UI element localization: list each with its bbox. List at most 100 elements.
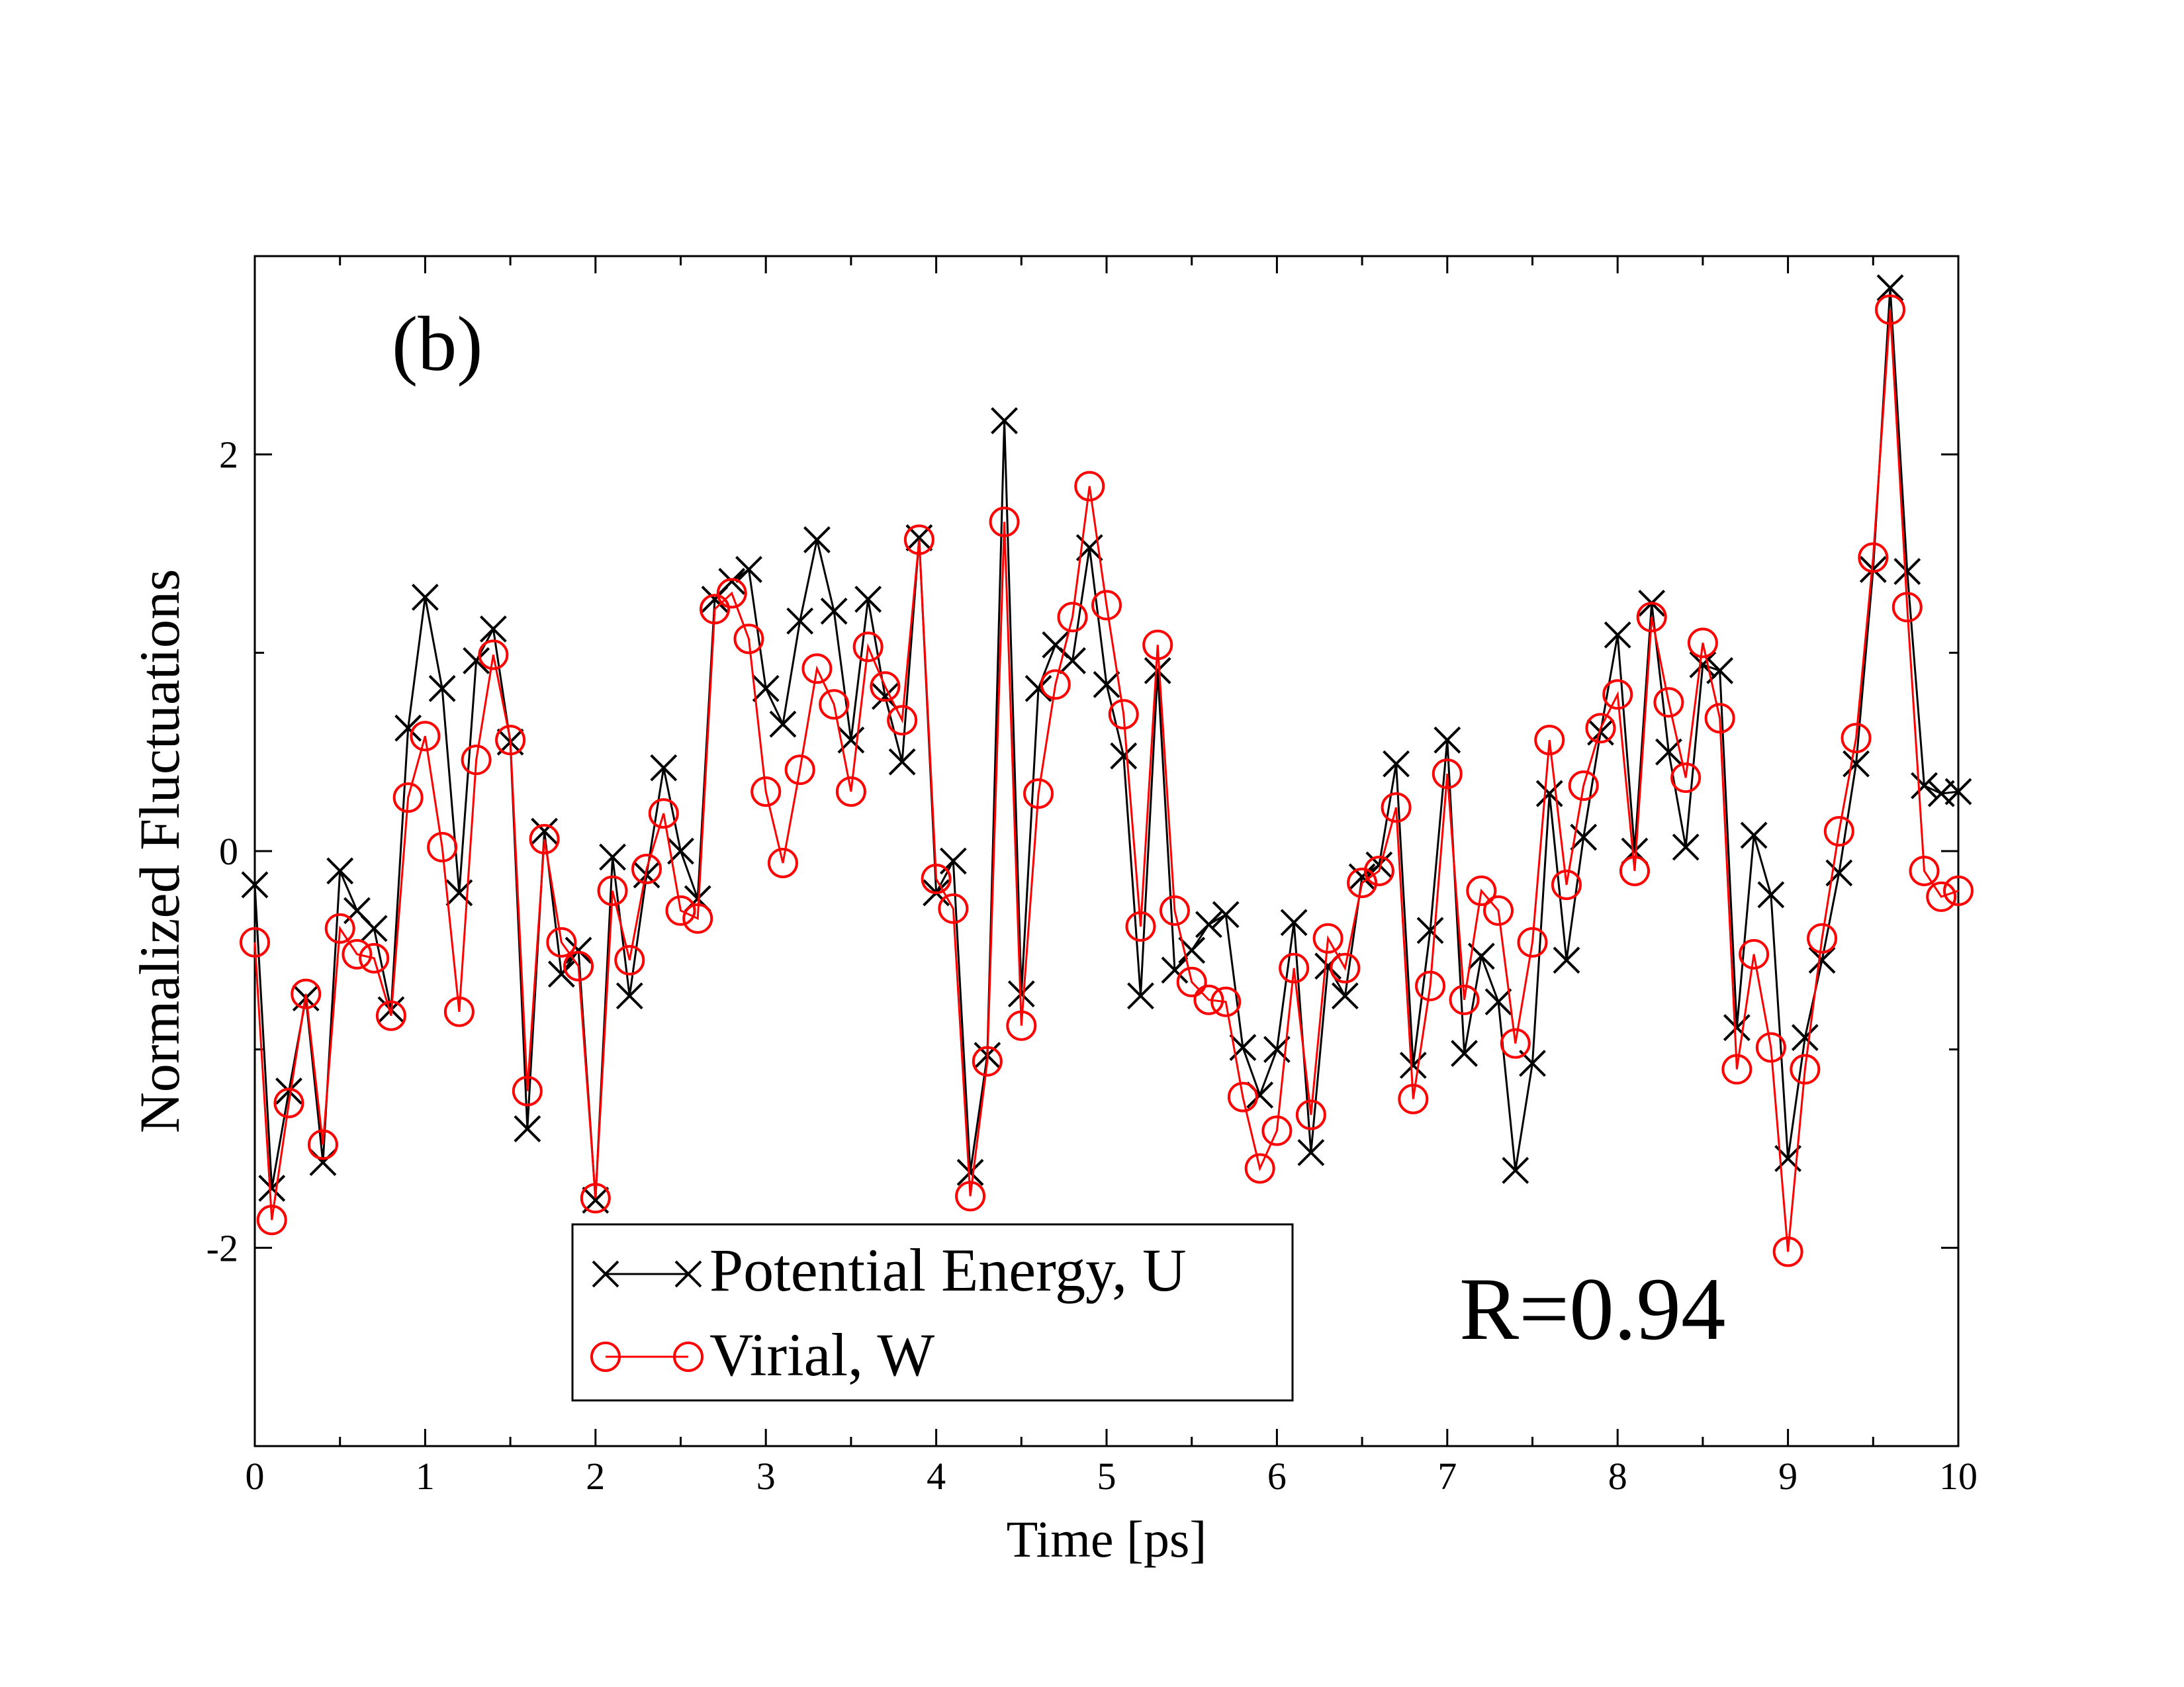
data-point	[547, 960, 575, 988]
marker-stroke	[1161, 956, 1189, 984]
marker-stroke	[1144, 657, 1171, 684]
marker-stroke	[1246, 1081, 1274, 1109]
data-point	[1244, 1153, 1275, 1184]
data-point	[479, 615, 507, 643]
marker-stroke	[1604, 621, 1631, 649]
marker-stroke	[1024, 674, 1052, 702]
x-tick-label: 1	[416, 1455, 435, 1498]
data-point	[1823, 816, 1854, 847]
marker-stroke	[769, 710, 797, 738]
marker-stroke	[1331, 982, 1359, 1010]
data-point	[938, 893, 969, 924]
data-point	[1911, 772, 1938, 799]
data-point	[1007, 980, 1035, 1008]
data-point	[1176, 966, 1207, 997]
data-point	[529, 824, 560, 855]
data-point	[614, 944, 645, 976]
data-point	[682, 903, 713, 934]
data-point	[1909, 855, 1940, 886]
legend-marker	[592, 1260, 619, 1288]
x-axis-ticks: 0 1 2 3 4 5 6 7 8 9 10	[246, 256, 1978, 1498]
data-point	[531, 817, 558, 845]
data-point	[733, 623, 764, 655]
data-point	[359, 942, 390, 974]
marker-stroke	[888, 748, 916, 776]
marker-stroke	[1944, 778, 1972, 805]
marker-stroke	[1195, 911, 1222, 938]
data-point	[1859, 556, 1887, 583]
data-point	[716, 578, 747, 609]
data-point	[1551, 869, 1582, 900]
data-point	[240, 927, 270, 958]
marker-stroke	[394, 714, 422, 742]
marker-stroke	[1791, 1024, 1819, 1052]
data-point	[1110, 742, 1138, 770]
marker-stroke	[1502, 1157, 1529, 1184]
marker-stroke	[531, 817, 558, 845]
marker-stroke	[1059, 647, 1086, 674]
data-point	[326, 857, 354, 885]
data-point	[751, 776, 782, 807]
marker-stroke	[411, 584, 439, 611]
data-point	[1876, 274, 1904, 302]
data-point	[478, 639, 509, 670]
marker-stroke	[752, 674, 780, 702]
data-point	[546, 927, 577, 958]
marker-stroke	[514, 1115, 541, 1142]
data-point	[1040, 669, 1071, 700]
data-point	[565, 936, 592, 964]
data-point	[1363, 855, 1394, 886]
marker-stroke	[1911, 772, 1938, 799]
data-point	[360, 915, 388, 942]
marker-stroke	[1007, 980, 1035, 1008]
data-point	[463, 647, 490, 674]
data-point	[852, 631, 884, 662]
marker-stroke	[991, 407, 1018, 435]
x-tick-label: 3	[756, 1455, 776, 1498]
data-point	[1432, 758, 1463, 790]
data-point	[1943, 875, 1974, 906]
data-point	[1739, 938, 1770, 970]
marker-stroke	[1893, 558, 1921, 585]
panel-label: (b)	[392, 300, 483, 387]
data-point	[1858, 542, 1889, 573]
data-point	[1125, 911, 1156, 942]
data-point	[1500, 1028, 1531, 1059]
marker-stroke	[258, 1175, 286, 1202]
data-point	[375, 1000, 406, 1031]
data-point	[1636, 602, 1667, 633]
marker-stroke	[956, 1159, 984, 1186]
data-point	[1451, 1040, 1478, 1068]
x-tick-label: 6	[1267, 1455, 1287, 1498]
data-point	[801, 653, 833, 684]
marker-stroke	[1399, 1052, 1427, 1079]
legend: Potential Energy, U Virial, W	[571, 1223, 1294, 1402]
marker-stroke	[650, 754, 678, 782]
marker-stroke	[1927, 780, 1955, 807]
data-point	[1212, 901, 1240, 929]
marker-stroke	[275, 1077, 302, 1105]
data-point	[1841, 723, 1872, 754]
marker-stroke	[565, 936, 592, 964]
data-point	[1553, 946, 1580, 974]
data-point	[258, 1175, 286, 1202]
data-point	[1398, 1083, 1429, 1115]
marker-stroke	[1433, 726, 1461, 754]
data-point	[699, 594, 730, 625]
data-point	[718, 568, 746, 595]
data-point	[1843, 750, 1870, 778]
data-point	[1210, 986, 1242, 1017]
legend-label-virial: Virial, W	[709, 1321, 934, 1389]
marker-stroke	[615, 982, 643, 1010]
legend-marker	[674, 1260, 702, 1288]
data-point	[1347, 867, 1378, 898]
marker-stroke	[1740, 821, 1768, 849]
data-point	[769, 710, 797, 738]
marker-stroke	[1229, 1034, 1257, 1062]
data-point	[1534, 725, 1565, 756]
marker-stroke	[1042, 631, 1069, 659]
marker-stroke	[820, 597, 848, 625]
data-point	[1348, 863, 1376, 891]
data-point	[784, 754, 815, 786]
